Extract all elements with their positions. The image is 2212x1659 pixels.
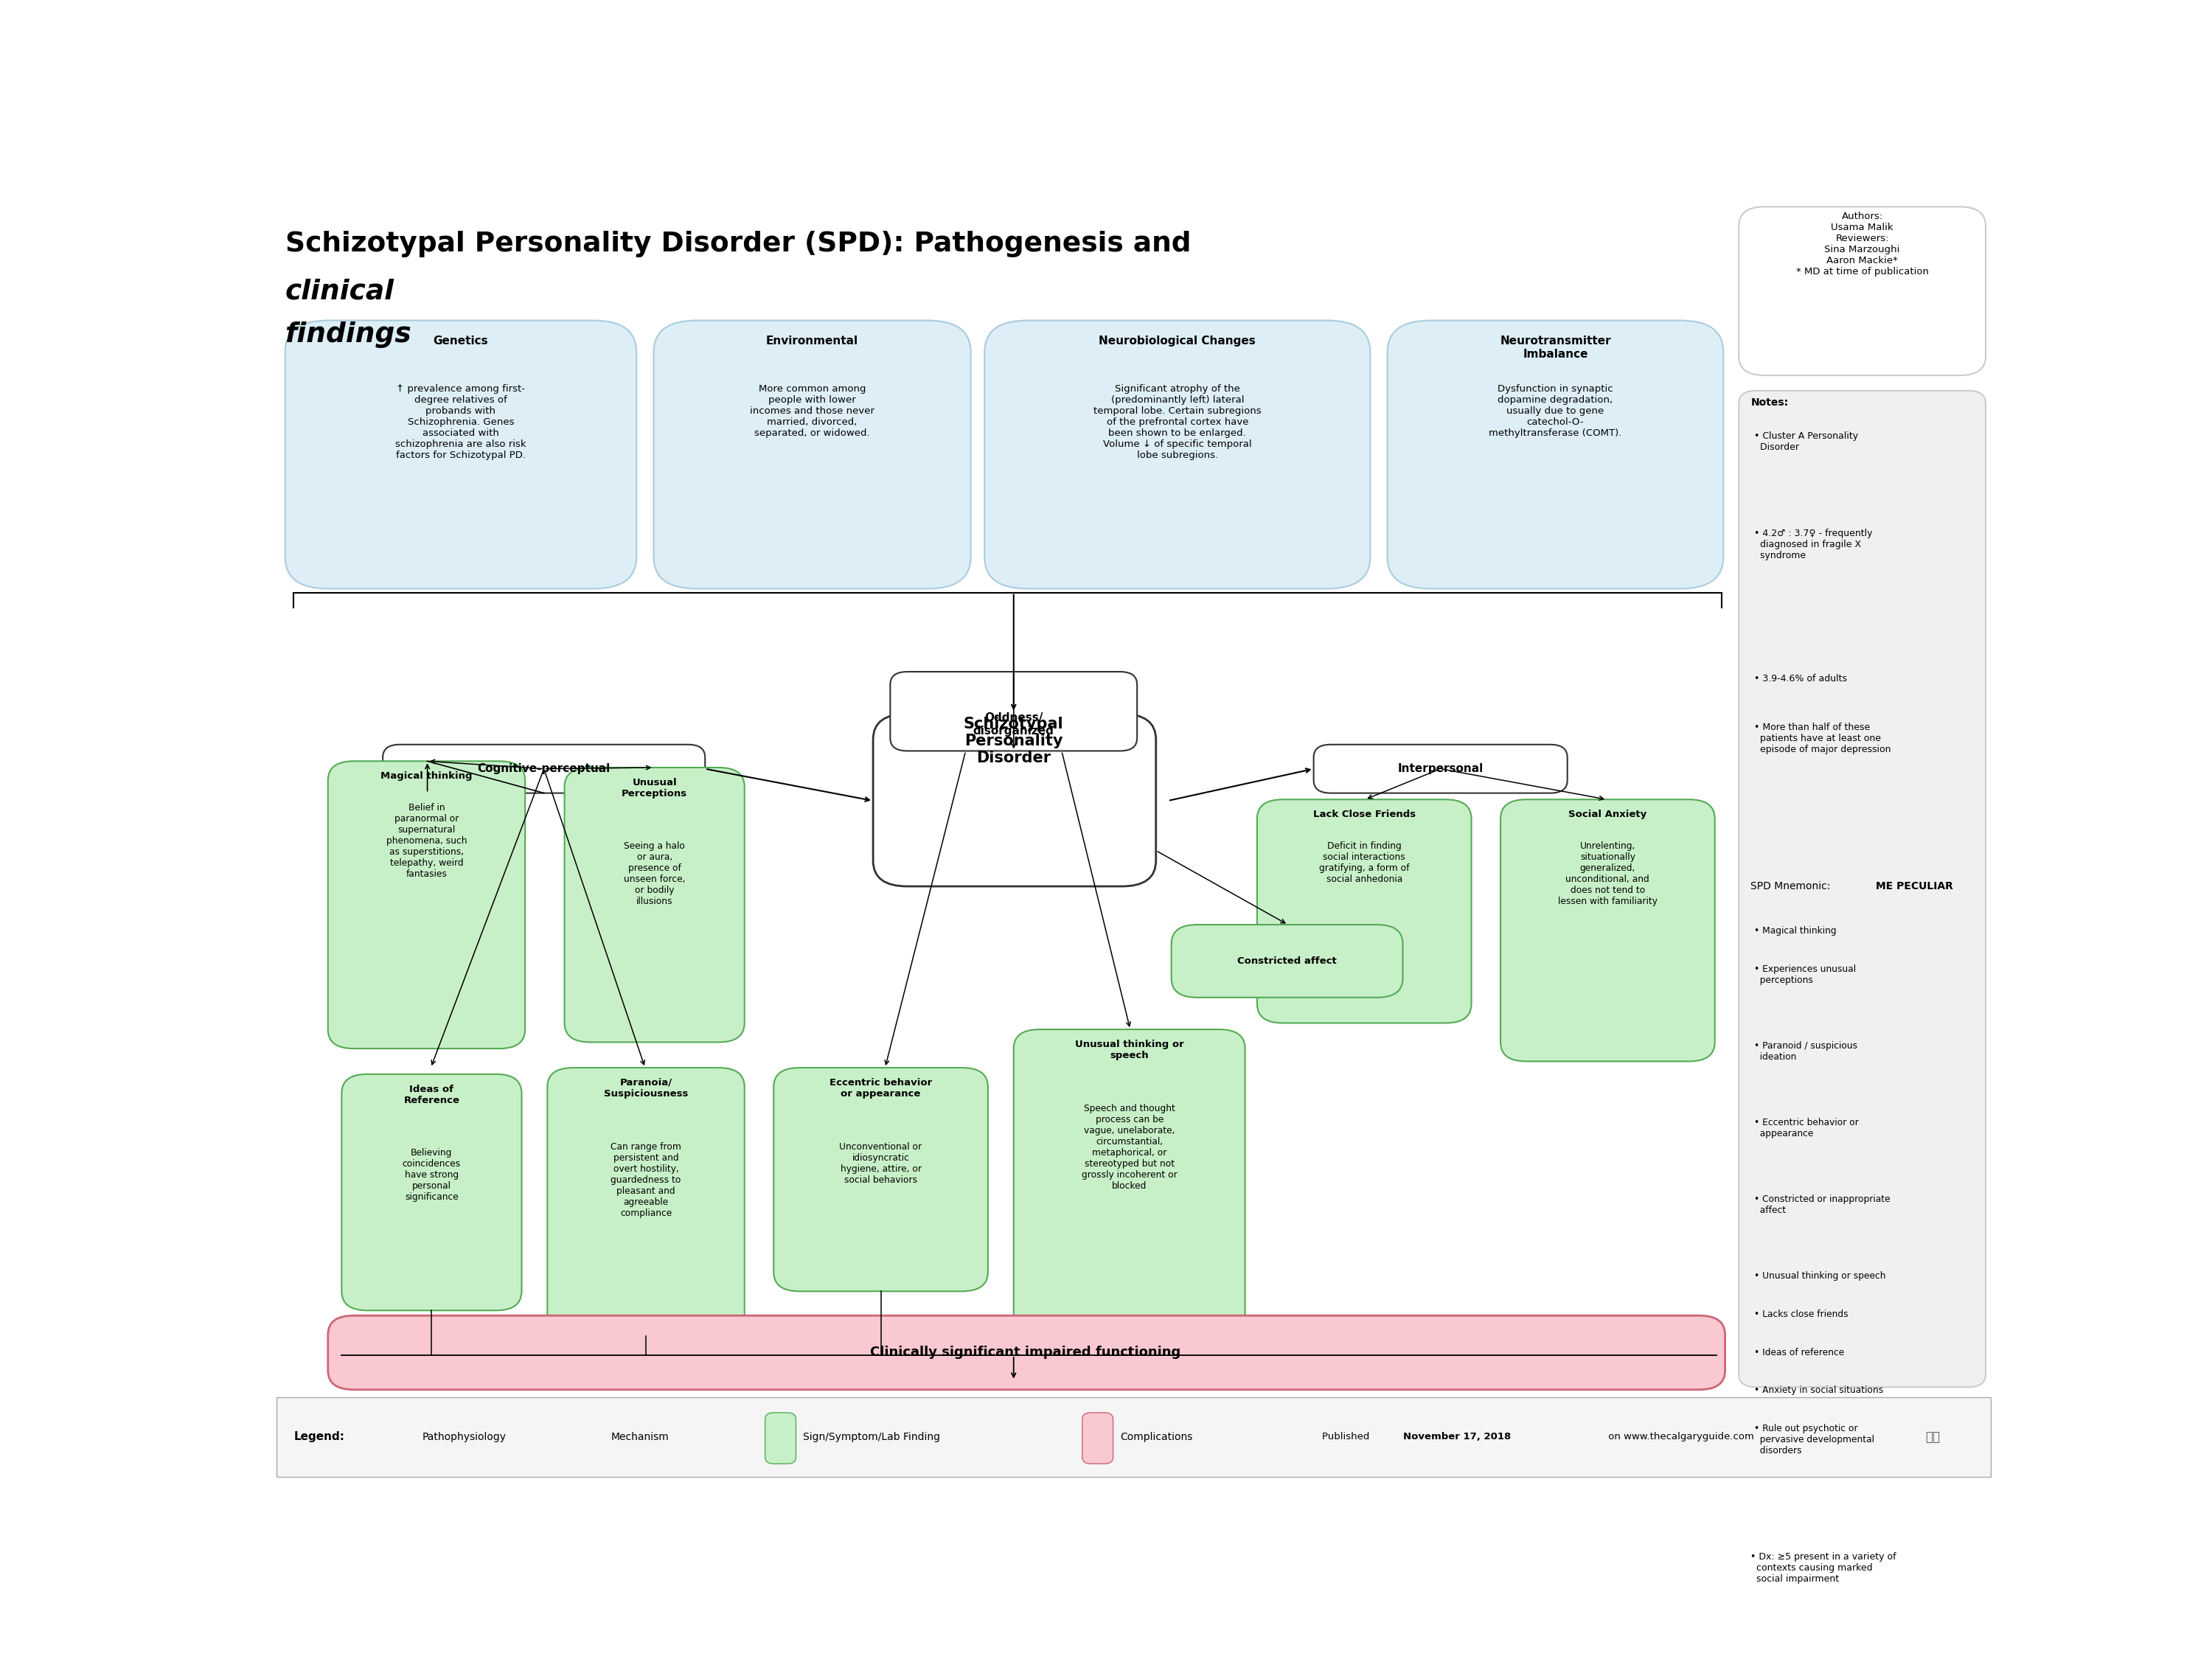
Text: Lack Close Friends: Lack Close Friends	[1314, 810, 1416, 820]
Text: clinical: clinical	[285, 279, 394, 305]
FancyBboxPatch shape	[1314, 745, 1568, 793]
Text: • Magical thinking: • Magical thinking	[1754, 926, 1836, 936]
Text: Clinically significant impaired functioning: Clinically significant impaired function…	[869, 1345, 1181, 1359]
Text: Believing
coincidences
have strong
personal
significance: Believing coincidences have strong perso…	[403, 1148, 460, 1203]
Text: Significant atrophy of the
(predominantly left) lateral
temporal lobe. Certain s: Significant atrophy of the (predominantl…	[1093, 385, 1261, 460]
FancyBboxPatch shape	[1082, 1412, 1113, 1463]
Text: • Lacks close friends: • Lacks close friends	[1754, 1309, 1849, 1319]
Text: Constricted affect: Constricted affect	[1237, 956, 1336, 966]
Text: Paranoia/
Suspiciousness: Paranoia/ Suspiciousness	[604, 1078, 688, 1098]
Text: • Unusual thinking or speech: • Unusual thinking or speech	[1754, 1271, 1887, 1281]
Text: Social Anxiety: Social Anxiety	[1568, 810, 1646, 820]
FancyBboxPatch shape	[655, 320, 971, 589]
Text: Legend:: Legend:	[294, 1432, 345, 1442]
Text: Eccentric behavior
or appearance: Eccentric behavior or appearance	[830, 1078, 931, 1098]
Text: Can range from
persistent and
overt hostility,
guardedness to
pleasant and
agree: Can range from persistent and overt host…	[611, 1141, 681, 1218]
Text: • Experiences unusual
  perceptions: • Experiences unusual perceptions	[1754, 964, 1856, 985]
Text: • Ideas of reference: • Ideas of reference	[1754, 1347, 1845, 1357]
Text: • 4.2♂ : 3.7♀ - frequently
  diagnosed in fragile X
  syndrome: • 4.2♂ : 3.7♀ - frequently diagnosed in …	[1754, 529, 1874, 561]
FancyBboxPatch shape	[276, 1397, 1991, 1477]
Text: Magical thinking: Magical thinking	[380, 771, 473, 781]
FancyBboxPatch shape	[1739, 390, 1986, 1387]
Text: • Constricted or inappropriate
  affect: • Constricted or inappropriate affect	[1754, 1194, 1891, 1214]
Text: More common among
people with lower
incomes and those never
married, divorced,
s: More common among people with lower inco…	[750, 385, 874, 438]
Text: Unusual
Perceptions: Unusual Perceptions	[622, 778, 688, 798]
Text: • Eccentric behavior or
  appearance: • Eccentric behavior or appearance	[1754, 1118, 1858, 1138]
FancyBboxPatch shape	[383, 745, 706, 793]
Text: Cognitive-perceptual: Cognitive-perceptual	[478, 763, 611, 775]
Text: findings: findings	[285, 322, 411, 348]
FancyBboxPatch shape	[889, 672, 1137, 752]
FancyBboxPatch shape	[546, 1068, 745, 1335]
Text: November 17, 2018: November 17, 2018	[1402, 1432, 1511, 1442]
Text: Deficit in finding
social interactions
gratifying, a form of
social anhedonia: Deficit in finding social interactions g…	[1318, 841, 1409, 884]
Text: Unconventional or
idiosyncratic
hygiene, attire, or
social behaviors: Unconventional or idiosyncratic hygiene,…	[841, 1141, 922, 1185]
FancyBboxPatch shape	[1500, 800, 1714, 1062]
FancyBboxPatch shape	[1013, 1029, 1245, 1349]
Text: Sign/Symptom/Lab Finding: Sign/Symptom/Lab Finding	[803, 1432, 940, 1442]
Text: ME PECULIAR: ME PECULIAR	[1876, 881, 1953, 891]
FancyBboxPatch shape	[984, 320, 1369, 589]
FancyBboxPatch shape	[765, 1412, 796, 1463]
FancyBboxPatch shape	[327, 1316, 1725, 1390]
FancyBboxPatch shape	[327, 761, 524, 1048]
Text: Unrelenting,
situationally
generalized,
unconditional, and
does not tend to
less: Unrelenting, situationally generalized, …	[1557, 841, 1657, 906]
Text: Published: Published	[1323, 1432, 1374, 1442]
Text: SPD Mnemonic:: SPD Mnemonic:	[1752, 881, 1834, 891]
Text: Pathophysiology: Pathophysiology	[422, 1432, 507, 1442]
Text: Dysfunction in synaptic
dopamine degradation,
usually due to gene
catechol-O-
me: Dysfunction in synaptic dopamine degrada…	[1489, 385, 1621, 438]
Text: Interpersonal: Interpersonal	[1398, 763, 1484, 775]
Text: Mechanism: Mechanism	[611, 1432, 668, 1442]
Text: Speech and thought
process can be
vague, unelaborate,
circumstantial,
metaphoric: Speech and thought process can be vague,…	[1082, 1103, 1177, 1191]
Text: Complications: Complications	[1119, 1432, 1192, 1442]
Text: Environmental: Environmental	[765, 335, 858, 347]
Text: Neurobiological Changes: Neurobiological Changes	[1099, 335, 1256, 347]
Text: • Cluster A Personality
  Disorder: • Cluster A Personality Disorder	[1754, 431, 1858, 453]
Text: • Paranoid / suspicious
  ideation: • Paranoid / suspicious ideation	[1754, 1040, 1858, 1062]
Text: • Dx: ≥5 present in a variety of
  contexts causing marked
  social impairment: • Dx: ≥5 present in a variety of context…	[1752, 1551, 1896, 1584]
FancyBboxPatch shape	[774, 1068, 989, 1291]
Text: Belief in
paranormal or
supernatural
phenomena, such
as superstitions,
telepathy: Belief in paranormal or supernatural phe…	[387, 803, 467, 879]
FancyBboxPatch shape	[1256, 800, 1471, 1024]
Text: ↑ prevalence among first-
degree relatives of
probands with
Schizophrenia. Genes: ↑ prevalence among first- degree relativ…	[396, 385, 526, 460]
FancyBboxPatch shape	[285, 320, 637, 589]
Text: on www.thecalgaryguide.com: on www.thecalgaryguide.com	[1606, 1432, 1754, 1442]
Text: • More than half of these
  patients have at least one
  episode of major depres: • More than half of these patients have …	[1754, 723, 1891, 755]
Text: Oddness/
disorganized: Oddness/ disorganized	[973, 713, 1055, 737]
Text: Authors:
Usama Malik
Reviewers:
Sina Marzoughi
Aaron Mackie*
* MD at time of pub: Authors: Usama Malik Reviewers: Sina Mar…	[1796, 212, 1929, 277]
Text: Notes:: Notes:	[1752, 397, 1790, 408]
FancyBboxPatch shape	[1739, 207, 1986, 375]
Text: Genetics: Genetics	[434, 335, 489, 347]
FancyBboxPatch shape	[341, 1073, 522, 1311]
Text: Ⓒⓔ: Ⓒⓔ	[1927, 1430, 1940, 1443]
FancyBboxPatch shape	[564, 768, 745, 1042]
Text: • Rule out psychotic or
  pervasive developmental
  disorders: • Rule out psychotic or pervasive develo…	[1754, 1423, 1874, 1457]
FancyBboxPatch shape	[1172, 924, 1402, 997]
FancyBboxPatch shape	[1387, 320, 1723, 589]
Text: Schizotypal Personality Disorder (SPD): Pathogenesis and: Schizotypal Personality Disorder (SPD): …	[285, 231, 1201, 257]
FancyBboxPatch shape	[874, 713, 1157, 886]
Text: • Anxiety in social situations: • Anxiety in social situations	[1754, 1385, 1882, 1395]
Text: Seeing a halo
or aura,
presence of
unseen force,
or bodily
illusions: Seeing a halo or aura, presence of unsee…	[624, 841, 686, 906]
Text: • 3.9-4.6% of adults: • 3.9-4.6% of adults	[1754, 674, 1847, 684]
Text: Ideas of
Reference: Ideas of Reference	[403, 1085, 460, 1105]
Text: Schizotypal
Personality
Disorder: Schizotypal Personality Disorder	[964, 717, 1064, 765]
Text: Unusual thinking or
speech: Unusual thinking or speech	[1075, 1040, 1183, 1060]
Text: Neurotransmitter
Imbalance: Neurotransmitter Imbalance	[1500, 335, 1610, 360]
